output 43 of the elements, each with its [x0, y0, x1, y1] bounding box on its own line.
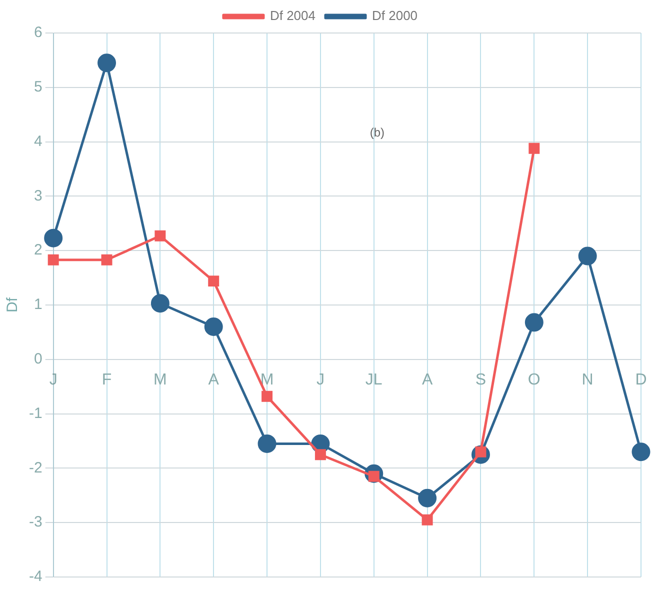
point: [150, 294, 170, 313]
y-tick-label: -1: [28, 404, 42, 422]
y-tick-label: -3: [28, 514, 42, 531]
y-tick-label: 6: [34, 24, 42, 42]
point: [314, 449, 326, 460]
point: [422, 514, 433, 526]
legend-label: Df 2000: [372, 8, 418, 24]
point: [101, 254, 112, 266]
point: [44, 228, 63, 248]
legend-label: Df 2004: [270, 8, 316, 24]
point: [262, 390, 273, 402]
x-tick-label: A: [208, 371, 220, 388]
x-tick-label: J: [316, 371, 324, 388]
y-tick-label: 5: [34, 78, 42, 96]
y-tick-label: 0: [34, 350, 42, 368]
y-tick-label: -4: [28, 568, 42, 586]
x-tick-label: N: [582, 371, 594, 388]
point: [204, 318, 223, 336]
y-tick-label: 3: [34, 187, 42, 204]
point: [578, 246, 597, 266]
x-tick-label: S: [475, 371, 486, 388]
y-tick-label: 4: [34, 132, 42, 150]
x-tick-label: F: [102, 371, 112, 388]
point: [154, 230, 166, 242]
point: [208, 276, 220, 287]
y-tick-label: 1: [34, 296, 42, 314]
point: [632, 442, 650, 462]
y-tick-label: 2: [34, 242, 42, 259]
point: [98, 54, 116, 72]
x-tick-label: D: [635, 371, 647, 388]
point: [418, 488, 437, 508]
x-tick-label: M: [154, 371, 167, 388]
point: [524, 313, 544, 332]
y-tick-label: -2: [28, 459, 42, 476]
x-tick-label: M: [260, 371, 274, 388]
point: [528, 142, 540, 154]
point: [48, 254, 59, 266]
y-axis-title: Df: [4, 296, 22, 312]
x-tick-label: O: [528, 371, 540, 388]
point: [258, 434, 276, 453]
x-tick-label: A: [422, 371, 433, 388]
annotation: (b): [370, 125, 385, 140]
x-tick-label: JL: [365, 371, 382, 388]
